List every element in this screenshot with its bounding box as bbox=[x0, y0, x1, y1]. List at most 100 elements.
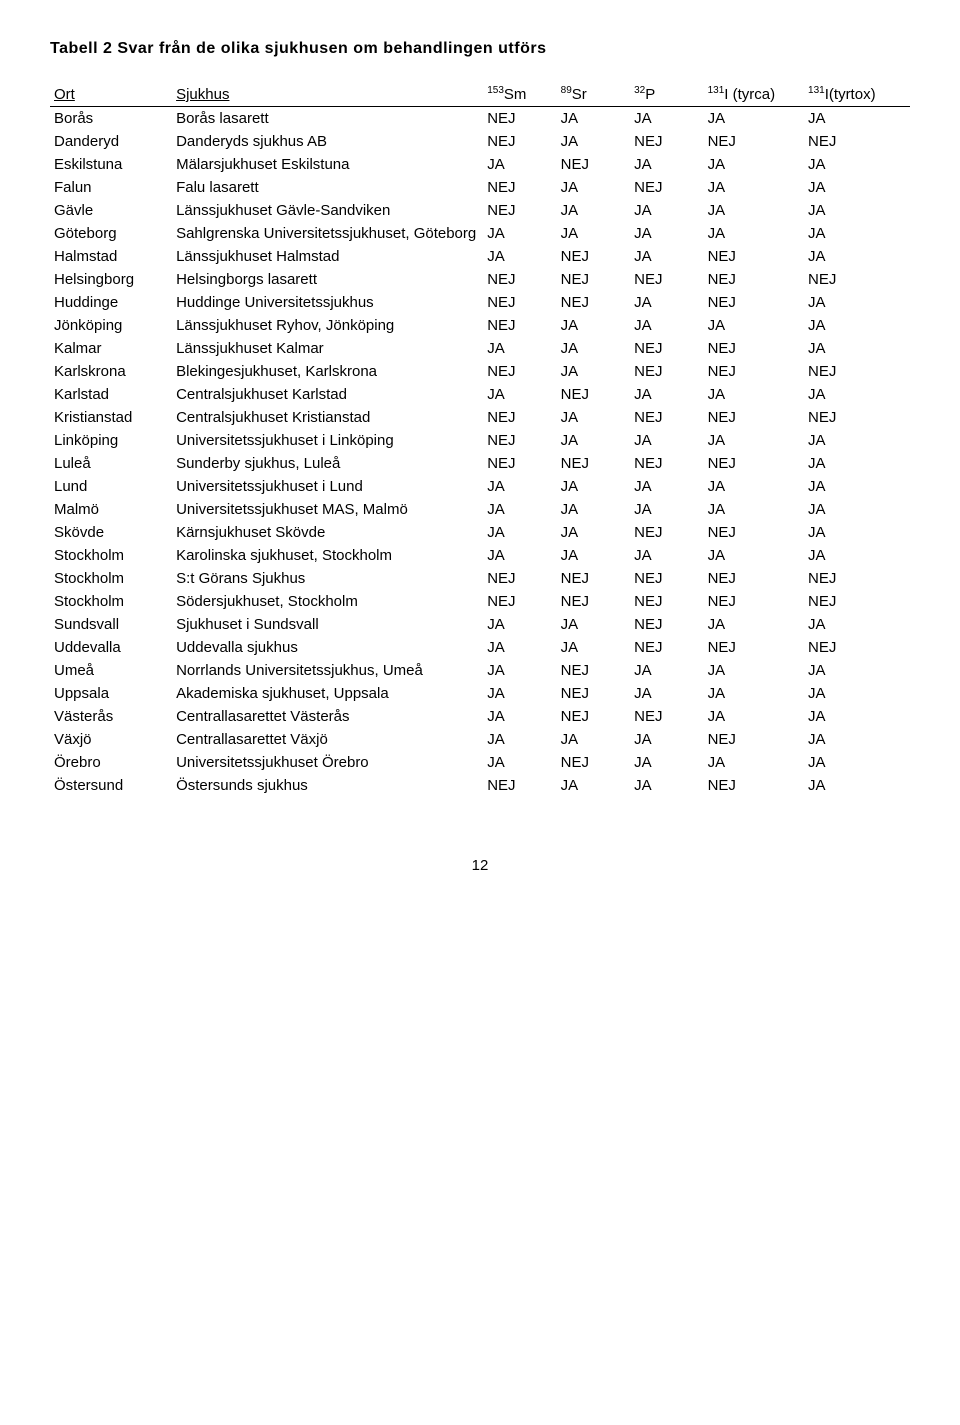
cell-ort: Östersund bbox=[50, 774, 172, 797]
cell-value: JA bbox=[557, 199, 630, 222]
cell-value: NEJ bbox=[557, 291, 630, 314]
cell-ort: Malmö bbox=[50, 498, 172, 521]
cell-value: NEJ bbox=[557, 682, 630, 705]
table-row: SundsvallSjukhuset i SundsvallJAJANEJJAJ… bbox=[50, 613, 910, 636]
table-row: FalunFalu lasarettNEJJANEJJAJA bbox=[50, 176, 910, 199]
table-body: BoråsBorås lasarettNEJJAJAJAJADanderydDa… bbox=[50, 107, 910, 798]
table-row: HuddingeHuddinge UniversitetssjukhusNEJN… bbox=[50, 291, 910, 314]
cell-value: JA bbox=[483, 475, 556, 498]
cell-value: JA bbox=[704, 383, 804, 406]
cell-value: NEJ bbox=[704, 360, 804, 383]
sup-i1: 131 bbox=[708, 85, 725, 96]
cell-value: JA bbox=[557, 521, 630, 544]
table-row: KarlskronaBlekingesjukhuset, KarlskronaN… bbox=[50, 360, 910, 383]
cell-value: JA bbox=[804, 452, 910, 475]
cell-value: NEJ bbox=[557, 153, 630, 176]
cell-value: JA bbox=[483, 337, 556, 360]
cell-value: NEJ bbox=[630, 406, 703, 429]
header-sjukhus: Sjukhus bbox=[172, 82, 483, 107]
cell-sjukhus: Akademiska sjukhuset, Uppsala bbox=[172, 682, 483, 705]
cell-value: NEJ bbox=[704, 337, 804, 360]
cell-value: JA bbox=[704, 659, 804, 682]
txt-sr: Sr bbox=[572, 86, 587, 103]
cell-value: NEJ bbox=[630, 452, 703, 475]
cell-value: JA bbox=[557, 337, 630, 360]
cell-value: JA bbox=[804, 498, 910, 521]
header-i-tyrtox: 131I(tyrtox) bbox=[804, 82, 910, 107]
table-row: EskilstunaMälarsjukhuset EskilstunaJANEJ… bbox=[50, 153, 910, 176]
cell-value: JA bbox=[630, 383, 703, 406]
cell-value: NEJ bbox=[483, 107, 556, 131]
cell-ort: Falun bbox=[50, 176, 172, 199]
cell-value: NEJ bbox=[704, 291, 804, 314]
cell-value: NEJ bbox=[557, 567, 630, 590]
cell-value: NEJ bbox=[483, 176, 556, 199]
cell-sjukhus: Norrlands Universitetssjukhus, Umeå bbox=[172, 659, 483, 682]
cell-value: JA bbox=[630, 682, 703, 705]
cell-sjukhus: Sjukhuset i Sundsvall bbox=[172, 613, 483, 636]
hospital-table: Ort Sjukhus 153Sm 89Sr 32P 131I (tyrca) … bbox=[50, 82, 910, 797]
cell-ort: Stockholm bbox=[50, 567, 172, 590]
cell-value: NEJ bbox=[630, 268, 703, 291]
cell-sjukhus: Universitetssjukhuset MAS, Malmö bbox=[172, 498, 483, 521]
cell-ort: Luleå bbox=[50, 452, 172, 475]
cell-value: NEJ bbox=[804, 360, 910, 383]
cell-sjukhus: Sunderby sjukhus, Luleå bbox=[172, 452, 483, 475]
header-i-tyrca: 131I (tyrca) bbox=[704, 82, 804, 107]
cell-sjukhus: Centrallasarettet Västerås bbox=[172, 705, 483, 728]
cell-value: NEJ bbox=[483, 291, 556, 314]
cell-value: JA bbox=[804, 176, 910, 199]
cell-value: JA bbox=[483, 383, 556, 406]
cell-value: JA bbox=[630, 544, 703, 567]
txt-p: P bbox=[645, 86, 655, 103]
cell-ort: Kristianstad bbox=[50, 406, 172, 429]
cell-value: JA bbox=[557, 222, 630, 245]
cell-sjukhus: Borås lasarett bbox=[172, 107, 483, 131]
cell-ort: Linköping bbox=[50, 429, 172, 452]
cell-value: NEJ bbox=[704, 774, 804, 797]
cell-value: JA bbox=[804, 199, 910, 222]
cell-value: NEJ bbox=[557, 705, 630, 728]
cell-ort: Helsingborg bbox=[50, 268, 172, 291]
cell-value: JA bbox=[704, 751, 804, 774]
cell-value: NEJ bbox=[483, 452, 556, 475]
cell-value: JA bbox=[630, 222, 703, 245]
cell-value: JA bbox=[483, 153, 556, 176]
table-row: ÖrebroUniversitetssjukhuset ÖrebroJANEJJ… bbox=[50, 751, 910, 774]
cell-ort: Skövde bbox=[50, 521, 172, 544]
cell-sjukhus: Uddevalla sjukhus bbox=[172, 636, 483, 659]
cell-value: NEJ bbox=[804, 590, 910, 613]
cell-value: JA bbox=[557, 130, 630, 153]
cell-ort: Lund bbox=[50, 475, 172, 498]
table-row: JönköpingLänssjukhuset Ryhov, JönköpingN… bbox=[50, 314, 910, 337]
cell-ort: Huddinge bbox=[50, 291, 172, 314]
cell-value: JA bbox=[483, 705, 556, 728]
cell-value: JA bbox=[804, 682, 910, 705]
cell-value: JA bbox=[483, 659, 556, 682]
cell-value: NEJ bbox=[483, 314, 556, 337]
cell-value: JA bbox=[704, 544, 804, 567]
cell-value: JA bbox=[483, 751, 556, 774]
cell-sjukhus: Kärnsjukhuset Skövde bbox=[172, 521, 483, 544]
cell-sjukhus: Danderyds sjukhus AB bbox=[172, 130, 483, 153]
cell-value: JA bbox=[804, 314, 910, 337]
cell-value: JA bbox=[804, 222, 910, 245]
cell-value: NEJ bbox=[704, 728, 804, 751]
cell-value: JA bbox=[557, 774, 630, 797]
txt-sm: Sm bbox=[504, 86, 527, 103]
cell-value: NEJ bbox=[557, 268, 630, 291]
sup-sr: 89 bbox=[561, 85, 572, 96]
cell-value: NEJ bbox=[704, 590, 804, 613]
cell-sjukhus: Länssjukhuset Ryhov, Jönköping bbox=[172, 314, 483, 337]
cell-value: NEJ bbox=[630, 636, 703, 659]
table-title: Tabell 2 Svar från de olika sjukhusen om… bbox=[50, 40, 910, 58]
cell-value: NEJ bbox=[483, 199, 556, 222]
cell-sjukhus: Blekingesjukhuset, Karlskrona bbox=[172, 360, 483, 383]
cell-sjukhus: Sahlgrenska Universitetssjukhuset, Göteb… bbox=[172, 222, 483, 245]
table-row: KarlstadCentralsjukhuset KarlstadJANEJJA… bbox=[50, 383, 910, 406]
cell-ort: Jönköping bbox=[50, 314, 172, 337]
table-row: HelsingborgHelsingborgs lasarettNEJNEJNE… bbox=[50, 268, 910, 291]
cell-ort: Umeå bbox=[50, 659, 172, 682]
cell-value: NEJ bbox=[804, 130, 910, 153]
cell-value: JA bbox=[630, 199, 703, 222]
